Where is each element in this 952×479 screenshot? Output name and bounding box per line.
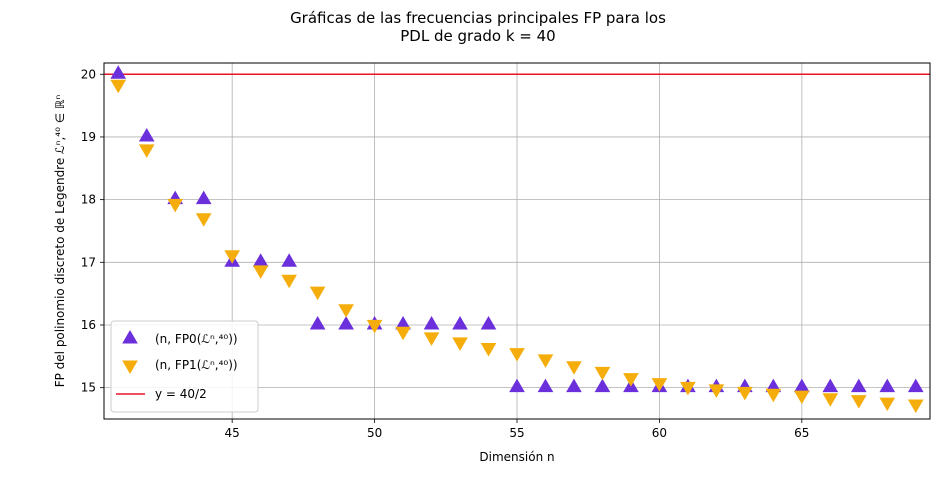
x-tick-label: 55 bbox=[509, 426, 524, 440]
fp0-point bbox=[509, 378, 525, 393]
fp1-point bbox=[537, 354, 554, 368]
fp0-point bbox=[138, 127, 155, 142]
fp1-point bbox=[680, 381, 696, 396]
fp0-point bbox=[423, 315, 440, 330]
fp1-point bbox=[195, 213, 212, 227]
legend-label-fp1: (n, FP1(ℒⁿ,⁴⁰)) bbox=[155, 358, 238, 372]
fp0-point bbox=[195, 190, 212, 205]
fp1-point bbox=[879, 397, 896, 412]
legend-label-fp0: (n, FP0(ℒⁿ,⁴⁰)) bbox=[155, 332, 238, 346]
fp0-point bbox=[452, 315, 468, 330]
y-tick-label: 17 bbox=[81, 255, 96, 269]
fp0-point bbox=[110, 65, 127, 79]
legend-box bbox=[110, 320, 259, 413]
fp1-point bbox=[423, 332, 440, 346]
fp1-point bbox=[594, 366, 611, 381]
fp0-point bbox=[822, 378, 839, 393]
y-tick-label: 19 bbox=[81, 130, 96, 144]
chart-title-line-1: Gráficas de las frecuencias principales … bbox=[290, 9, 666, 27]
fp1-point bbox=[907, 399, 924, 413]
fp1-point bbox=[708, 384, 725, 398]
chart-title: Gráficas de las frecuencias principales … bbox=[0, 9, 952, 45]
fp1-point bbox=[822, 393, 839, 407]
fp1-point bbox=[850, 395, 867, 409]
fp1-point bbox=[765, 388, 782, 403]
fp1-point bbox=[281, 274, 297, 289]
fp0-point bbox=[793, 378, 810, 393]
y-axis-label: FP del polinomio discreto de Legendre ℒⁿ… bbox=[53, 95, 67, 388]
fp1-point bbox=[110, 79, 127, 94]
fp0-point bbox=[907, 378, 924, 393]
legend-label-reference: y = 40/2 bbox=[155, 387, 207, 401]
fp1-point bbox=[309, 286, 326, 301]
fp1-point bbox=[167, 198, 184, 213]
series-fp1-markers bbox=[110, 79, 924, 413]
fp1-point bbox=[138, 144, 155, 158]
fp1-point bbox=[737, 386, 753, 401]
fp0-point bbox=[537, 378, 554, 393]
x-tick-label: 50 bbox=[367, 426, 382, 440]
y-tick-label: 16 bbox=[81, 318, 96, 332]
fp0-point bbox=[879, 378, 896, 393]
fp0-point bbox=[850, 378, 867, 393]
fp1-point bbox=[651, 378, 668, 392]
legend: (n, FP0(ℒⁿ,⁴⁰)) (n, FP1(ℒⁿ,⁴⁰)) y = 40/2 bbox=[110, 320, 259, 413]
fp1-point bbox=[395, 326, 411, 341]
fp1-point bbox=[252, 265, 269, 279]
fp0-point bbox=[281, 253, 297, 267]
fp0-point bbox=[309, 315, 326, 330]
x-axis-label: Dimensión n bbox=[479, 450, 554, 464]
y-axis-ticks: 15 16 17 18 19 20 bbox=[81, 67, 104, 395]
fp1-point bbox=[566, 361, 582, 375]
y-tick-label: 15 bbox=[81, 381, 96, 395]
fp1-point bbox=[366, 319, 383, 334]
legend-marker-fp0 bbox=[122, 330, 138, 344]
fp0-point bbox=[252, 253, 269, 267]
fp0-point bbox=[395, 315, 411, 330]
x-axis-ticks: 45 50 55 60 65 bbox=[225, 419, 809, 440]
fp1-point bbox=[224, 250, 241, 264]
fp1-point bbox=[338, 304, 354, 318]
fp0-point bbox=[566, 378, 582, 393]
legend-marker-fp1 bbox=[122, 360, 138, 374]
y-tick-label: 20 bbox=[81, 67, 96, 81]
chart-title-line-2: PDL de grado k = 40 bbox=[400, 27, 556, 45]
x-tick-label: 65 bbox=[794, 426, 809, 440]
fp0-point bbox=[594, 378, 611, 393]
fp0-point bbox=[480, 315, 497, 330]
fp0-point bbox=[338, 315, 354, 330]
fp1-point bbox=[623, 373, 639, 387]
fp1-point bbox=[793, 390, 810, 405]
fp0-point bbox=[765, 378, 782, 393]
fp1-point bbox=[509, 348, 525, 362]
x-tick-label: 60 bbox=[652, 426, 667, 440]
y-tick-label: 18 bbox=[81, 193, 96, 207]
fp1-point bbox=[480, 343, 497, 357]
fp1-point bbox=[452, 337, 468, 351]
x-tick-label: 45 bbox=[225, 426, 240, 440]
